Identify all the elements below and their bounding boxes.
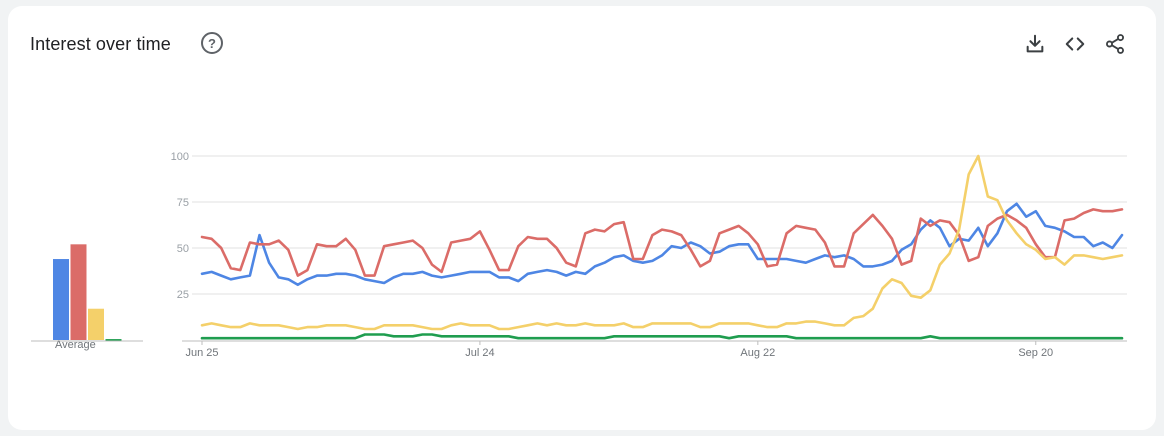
interest-over-time-card bbox=[8, 6, 1156, 430]
average-bar-2[interactable] bbox=[70, 244, 87, 340]
x-tick-label: Aug 22 bbox=[740, 347, 775, 359]
average-label: Average bbox=[55, 339, 96, 351]
x-tick-label: Jun 25 bbox=[185, 347, 218, 359]
y-tick-label: 75 bbox=[177, 197, 189, 209]
embed-code-icon[interactable] bbox=[1063, 32, 1087, 56]
download-icon[interactable] bbox=[1023, 32, 1047, 56]
y-tick-label: 100 bbox=[171, 151, 189, 163]
average-bar-1[interactable] bbox=[53, 259, 69, 340]
average-bar-3[interactable] bbox=[88, 308, 104, 340]
average-bar-4[interactable] bbox=[105, 339, 122, 341]
series-line-4[interactable] bbox=[200, 333, 1124, 340]
average-bars bbox=[31, 244, 143, 342]
series-line-1[interactable] bbox=[200, 202, 1124, 287]
y-tick-label: 25 bbox=[177, 289, 189, 301]
series-line-3[interactable] bbox=[200, 154, 1124, 331]
chart-series[interactable] bbox=[200, 154, 1124, 340]
help-icon[interactable]: ? bbox=[201, 32, 223, 54]
share-icon[interactable] bbox=[1103, 32, 1127, 56]
chart-grid: 100 75 50 25 Jun 25 Jul 24 Aug 22 Sep 20 bbox=[171, 151, 1127, 359]
x-tick-label: Jul 24 bbox=[465, 347, 494, 359]
chart-title: Interest over time bbox=[30, 34, 171, 54]
series-line-2[interactable] bbox=[200, 208, 1124, 277]
x-tick-label: Sep 20 bbox=[1018, 347, 1053, 359]
y-tick-label: 50 bbox=[177, 243, 189, 255]
